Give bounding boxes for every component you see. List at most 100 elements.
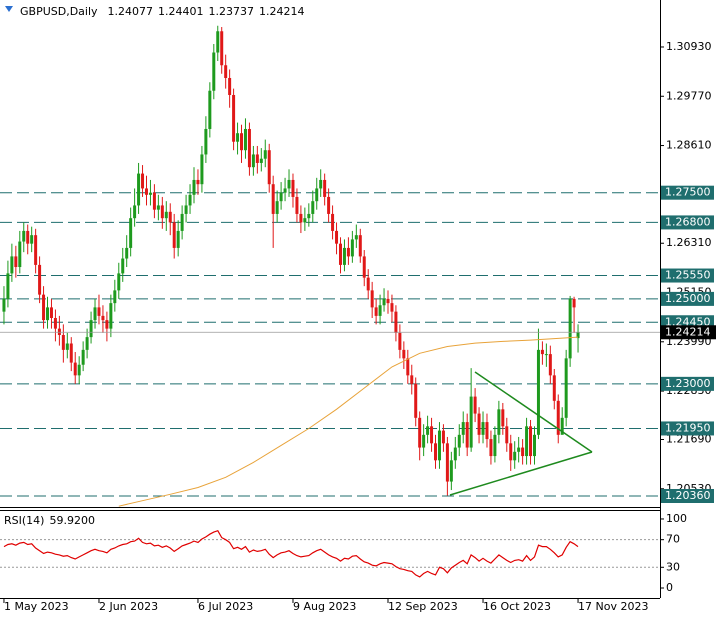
level-label-box bbox=[661, 376, 714, 391]
candle-body bbox=[342, 247, 346, 265]
candle-body bbox=[370, 290, 374, 308]
candle-body bbox=[14, 256, 18, 268]
candle-body bbox=[331, 213, 335, 231]
candle-body bbox=[556, 400, 560, 435]
y-tick-label: 1.21690 bbox=[666, 432, 712, 445]
candle-body bbox=[172, 222, 176, 248]
candle-body bbox=[267, 150, 271, 185]
candle-body bbox=[184, 205, 188, 214]
candle-body bbox=[552, 375, 556, 401]
candle-body bbox=[73, 362, 77, 376]
candle-body bbox=[346, 247, 350, 257]
high: 1.24401 bbox=[158, 5, 204, 18]
candle-body bbox=[366, 277, 370, 291]
candle-body bbox=[180, 213, 184, 231]
y-tick-label: 1.28610 bbox=[666, 139, 712, 152]
y-tick-label: 1.29770 bbox=[666, 89, 712, 102]
candle-body bbox=[188, 194, 192, 206]
x-tick-label: 2 Jun 2023 bbox=[99, 600, 158, 613]
candle-body bbox=[358, 235, 362, 257]
candle-body bbox=[319, 179, 323, 189]
candle-body bbox=[168, 211, 172, 223]
candle-body bbox=[406, 358, 410, 376]
candle-body bbox=[125, 247, 129, 259]
level-label-box bbox=[661, 421, 714, 436]
candle-body bbox=[228, 77, 232, 95]
candle-body bbox=[513, 451, 517, 461]
candle-body bbox=[81, 349, 85, 365]
candle-body bbox=[30, 235, 34, 244]
x-tick-label: 16 Oct 2023 bbox=[483, 600, 551, 613]
candle-body bbox=[477, 413, 481, 435]
candle-body bbox=[46, 307, 50, 321]
candle-body bbox=[473, 396, 477, 414]
candle-body bbox=[517, 447, 521, 452]
level-label: 1.21950 bbox=[665, 421, 711, 434]
candle-body bbox=[117, 273, 121, 291]
level-label-box bbox=[661, 185, 714, 200]
candle-body bbox=[164, 211, 168, 219]
candle-body bbox=[453, 447, 457, 461]
candle-body bbox=[109, 303, 113, 329]
candle-body bbox=[295, 196, 299, 214]
candle-body bbox=[461, 422, 465, 435]
level-label-box bbox=[661, 268, 714, 283]
candle-body bbox=[200, 154, 204, 185]
candle-body bbox=[529, 426, 533, 457]
candle-body bbox=[540, 349, 544, 355]
trendline bbox=[474, 371, 593, 453]
candle-body bbox=[350, 239, 354, 257]
level-label-box bbox=[661, 215, 714, 230]
candle-body bbox=[243, 128, 247, 151]
current-price-box bbox=[661, 325, 716, 340]
candle-body bbox=[521, 447, 525, 457]
level-label: 1.27500 bbox=[665, 186, 711, 199]
candle-body bbox=[57, 328, 61, 335]
candle-body bbox=[532, 434, 536, 457]
candle-body bbox=[208, 90, 212, 129]
candle-body bbox=[275, 201, 279, 214]
candle-body bbox=[101, 315, 105, 321]
candle-body bbox=[49, 307, 53, 319]
candle-body bbox=[311, 201, 315, 214]
candle-body bbox=[18, 241, 22, 268]
candle-body bbox=[160, 205, 164, 219]
candle-body bbox=[279, 192, 283, 202]
candle-body bbox=[410, 375, 414, 384]
chart-header: GBPUSD,Daily 1.24077 1.24401 1.23737 1.24214 bbox=[20, 5, 305, 18]
candle-body bbox=[485, 422, 489, 440]
rsi-tick-label: 70 bbox=[666, 533, 680, 546]
candle-body bbox=[38, 264, 42, 295]
candle-body bbox=[61, 334, 65, 350]
candle-body bbox=[89, 320, 93, 338]
rsi-tick-label: 100 bbox=[666, 512, 687, 525]
candle-body bbox=[445, 443, 449, 482]
candle-body bbox=[34, 235, 38, 265]
candle-body bbox=[85, 337, 89, 350]
candle-body bbox=[449, 460, 453, 482]
candle-body bbox=[394, 311, 398, 333]
candle-body bbox=[307, 213, 311, 219]
candle-body bbox=[129, 218, 133, 248]
candle-body bbox=[414, 383, 418, 418]
rsi-line bbox=[3, 529, 579, 578]
candle-body bbox=[152, 192, 156, 210]
candle-body bbox=[53, 318, 57, 329]
current-price-label: 1.24214 bbox=[665, 325, 711, 338]
candle-body bbox=[418, 417, 422, 448]
level-label-box bbox=[661, 488, 714, 503]
candle-body bbox=[137, 173, 141, 206]
rsi-tick-label: 30 bbox=[666, 560, 680, 573]
candle-body bbox=[204, 128, 208, 155]
candle-body bbox=[402, 349, 406, 359]
candle-body bbox=[378, 305, 382, 316]
candle-body bbox=[493, 434, 497, 457]
candle-body bbox=[437, 430, 441, 461]
rsi-tick-label: 0 bbox=[666, 581, 673, 594]
candle-body bbox=[457, 434, 461, 448]
candle-body bbox=[430, 426, 434, 444]
candle-body bbox=[560, 417, 564, 435]
candle-body bbox=[271, 184, 275, 214]
symbol: GBPUSD,Daily bbox=[20, 5, 98, 18]
